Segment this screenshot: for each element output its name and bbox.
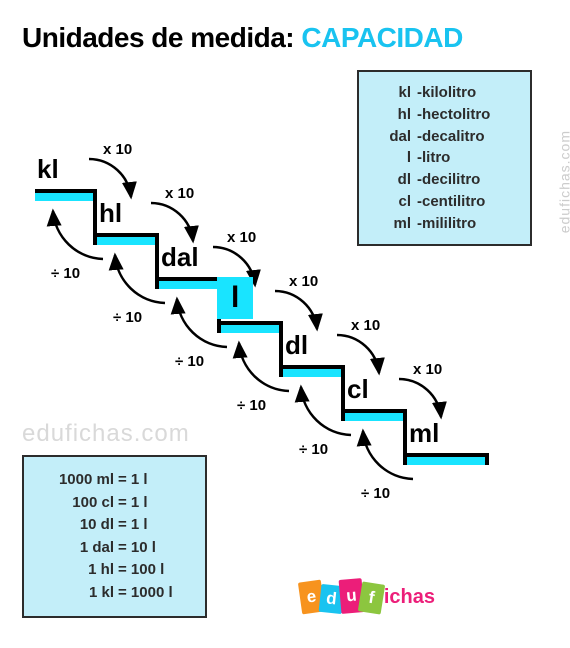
unit-name: kilolitro bbox=[422, 82, 476, 104]
multiply-label: x 10 bbox=[165, 185, 194, 202]
multiply-label: x 10 bbox=[227, 229, 256, 246]
step-label: dal bbox=[161, 242, 199, 273]
multiply-label: x 10 bbox=[413, 361, 442, 378]
multiply-label: x 10 bbox=[351, 317, 380, 334]
conversion-row: 1 kl = 1000 l bbox=[34, 582, 195, 605]
stair-step: cl bbox=[345, 409, 407, 421]
step-bar bbox=[407, 453, 489, 465]
step-bar bbox=[221, 321, 283, 333]
step-label: kl bbox=[37, 154, 59, 185]
page-title: Unidades de medida: CAPACIDAD bbox=[22, 22, 463, 54]
conversion-rhs: = 1000 l bbox=[118, 582, 173, 605]
step-label: ml bbox=[409, 418, 439, 449]
stair-step: ml bbox=[407, 453, 489, 465]
stair-step: l bbox=[221, 321, 283, 333]
divide-label: ÷ 10 bbox=[237, 397, 266, 414]
logo-block: f bbox=[358, 581, 385, 614]
unit-abbr: dal bbox=[375, 126, 411, 148]
title-prefix: Unidades de medida: bbox=[22, 22, 294, 53]
legend-unit-row: kl - kilolitro bbox=[375, 82, 514, 104]
unit-abbr: hl bbox=[375, 104, 411, 126]
divide-label: ÷ 10 bbox=[113, 309, 142, 326]
multiply-label: x 10 bbox=[289, 273, 318, 290]
logo: edufichas bbox=[300, 579, 435, 613]
step-bar bbox=[35, 189, 97, 201]
divide-label: ÷ 10 bbox=[299, 441, 328, 458]
step-bar bbox=[283, 365, 345, 377]
stair-step: dal bbox=[159, 277, 221, 289]
unit-name: hectolitro bbox=[422, 104, 490, 126]
stair-step: kl bbox=[35, 189, 97, 201]
step-label: hl bbox=[99, 198, 122, 229]
divide-label: ÷ 10 bbox=[361, 485, 390, 502]
stair-step: hl bbox=[97, 233, 159, 245]
legend-unit-row: dal - decalitro bbox=[375, 126, 514, 148]
stairs-diagram: klhldalldlclmlx 10÷ 10x 10÷ 10x 10÷ 10x … bbox=[25, 155, 545, 575]
watermark-side: edufichas.com bbox=[556, 130, 570, 233]
divide-label: ÷ 10 bbox=[51, 265, 80, 282]
step-label: l bbox=[217, 277, 253, 319]
unit-name: decalitro bbox=[422, 126, 485, 148]
divide-label: ÷ 10 bbox=[175, 353, 204, 370]
step-bar bbox=[97, 233, 159, 245]
legend-unit-row: hl - hectolitro bbox=[375, 104, 514, 126]
step-label: cl bbox=[347, 374, 369, 405]
logo-text: ichas bbox=[384, 586, 435, 609]
stair-step: dl bbox=[283, 365, 345, 377]
step-bar bbox=[159, 277, 221, 289]
conversion-lhs: 1 kl bbox=[34, 582, 114, 605]
title-highlight: CAPACIDAD bbox=[301, 22, 462, 53]
step-label: dl bbox=[285, 330, 308, 361]
multiply-label: x 10 bbox=[103, 141, 132, 158]
unit-abbr: kl bbox=[375, 82, 411, 104]
step-bar bbox=[345, 409, 407, 421]
